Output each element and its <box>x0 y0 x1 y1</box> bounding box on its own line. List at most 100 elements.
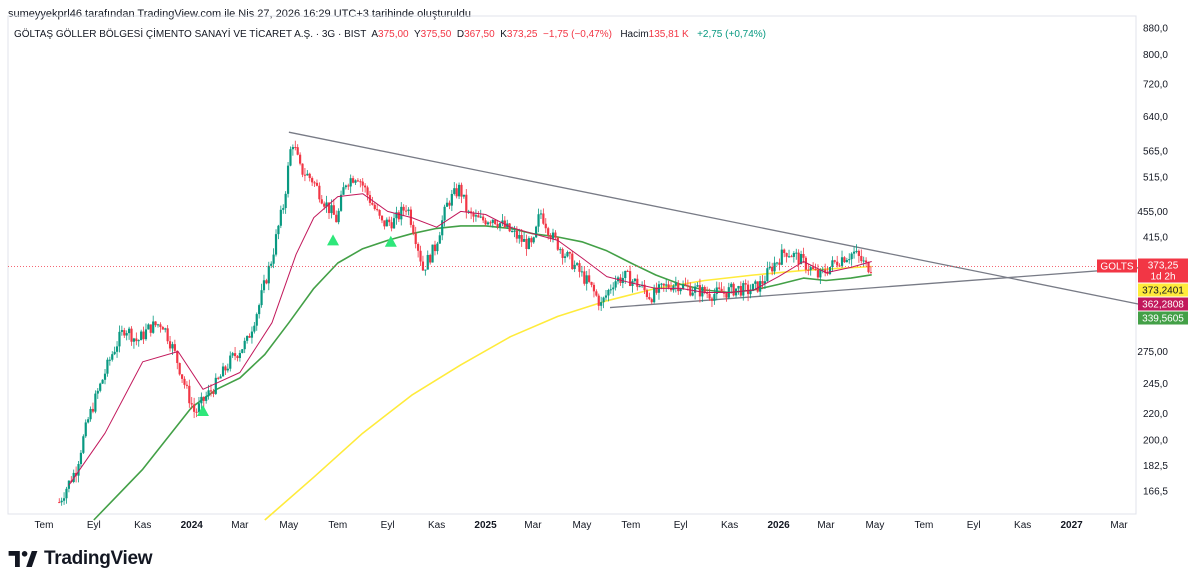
candle[interactable] <box>604 289 608 301</box>
candle[interactable] <box>202 396 205 408</box>
candle[interactable] <box>713 288 716 305</box>
candle[interactable] <box>113 346 116 356</box>
candle[interactable] <box>607 288 610 302</box>
candle[interactable] <box>648 292 651 301</box>
candle[interactable] <box>337 208 340 225</box>
candle[interactable] <box>816 264 820 280</box>
candle[interactable] <box>691 287 694 297</box>
candle[interactable] <box>708 288 711 301</box>
candle[interactable] <box>332 198 335 215</box>
candle[interactable] <box>364 183 367 193</box>
candle[interactable] <box>809 265 812 276</box>
candle[interactable] <box>180 374 184 384</box>
candle[interactable] <box>696 282 699 288</box>
candle[interactable] <box>258 303 261 319</box>
candle[interactable] <box>727 282 730 299</box>
candle[interactable] <box>274 229 278 257</box>
candle[interactable] <box>701 284 704 302</box>
candle[interactable] <box>445 197 449 207</box>
candle[interactable] <box>554 230 557 240</box>
candle[interactable] <box>636 274 639 291</box>
candle[interactable] <box>277 224 280 240</box>
candle[interactable] <box>831 256 834 273</box>
candle[interactable] <box>376 204 379 212</box>
candle[interactable] <box>684 277 687 286</box>
candle[interactable] <box>108 356 111 366</box>
candle[interactable] <box>718 282 721 291</box>
candle[interactable] <box>730 282 733 294</box>
candle[interactable] <box>99 382 102 393</box>
candle[interactable] <box>537 208 540 233</box>
candle[interactable] <box>351 175 355 184</box>
candle[interactable] <box>754 279 757 290</box>
candle[interactable] <box>498 222 502 232</box>
trendline-layer[interactable] <box>288 131 1144 309</box>
candle[interactable] <box>643 280 646 295</box>
candle[interactable] <box>135 332 138 346</box>
candle[interactable] <box>229 351 232 372</box>
candle[interactable] <box>308 172 311 182</box>
candle[interactable] <box>840 250 844 268</box>
candle[interactable] <box>265 278 268 285</box>
candle[interactable] <box>241 348 244 354</box>
candle[interactable] <box>392 212 396 229</box>
candle[interactable] <box>397 210 400 223</box>
candle[interactable] <box>621 271 624 289</box>
candle[interactable] <box>168 336 172 352</box>
candle[interactable] <box>821 266 824 274</box>
candle[interactable] <box>142 326 145 345</box>
candle[interactable] <box>91 402 95 414</box>
candle[interactable] <box>361 178 364 192</box>
candle[interactable] <box>161 325 164 330</box>
candle[interactable] <box>366 185 369 201</box>
candle[interactable] <box>303 167 307 182</box>
candle[interactable] <box>563 253 567 263</box>
trendline[interactable] <box>609 266 1144 309</box>
candle[interactable] <box>250 326 254 344</box>
candle[interactable] <box>356 178 360 182</box>
candle[interactable] <box>89 406 92 422</box>
candle[interactable] <box>233 347 237 361</box>
candle[interactable] <box>744 279 747 291</box>
candle[interactable] <box>583 266 586 286</box>
candle[interactable] <box>221 362 225 377</box>
candle[interactable] <box>404 205 408 216</box>
candle[interactable] <box>152 315 155 334</box>
candle[interactable] <box>551 228 555 243</box>
candle[interactable] <box>188 379 191 408</box>
candle[interactable] <box>339 190 343 212</box>
candle[interactable] <box>852 246 856 259</box>
candle[interactable] <box>205 391 208 404</box>
candle[interactable] <box>450 189 453 212</box>
candle[interactable] <box>359 179 362 188</box>
candle[interactable] <box>219 374 222 379</box>
candle[interactable] <box>436 241 439 255</box>
candle[interactable] <box>385 217 388 227</box>
candle[interactable] <box>544 218 547 233</box>
candle[interactable] <box>824 263 827 277</box>
candle[interactable] <box>272 248 275 269</box>
candle[interactable] <box>862 256 865 266</box>
candle[interactable] <box>253 321 256 334</box>
candle[interactable] <box>799 250 803 265</box>
candle[interactable] <box>419 245 422 266</box>
candle[interactable] <box>578 260 581 278</box>
candle[interactable] <box>193 397 196 419</box>
candle[interactable] <box>67 480 70 493</box>
candle[interactable] <box>421 255 425 272</box>
candle[interactable] <box>631 279 634 293</box>
candle[interactable] <box>556 236 559 251</box>
candle[interactable] <box>773 256 776 275</box>
candle[interactable] <box>455 183 458 199</box>
candle[interactable] <box>501 213 504 226</box>
candle[interactable] <box>867 261 870 274</box>
candle[interactable] <box>60 497 63 506</box>
candle[interactable] <box>123 327 126 339</box>
candle[interactable] <box>255 312 258 331</box>
candle[interactable] <box>217 376 220 380</box>
candles-layer[interactable] <box>58 140 873 506</box>
candle[interactable] <box>595 289 598 297</box>
candle[interactable] <box>850 252 853 266</box>
candle[interactable] <box>602 296 605 309</box>
